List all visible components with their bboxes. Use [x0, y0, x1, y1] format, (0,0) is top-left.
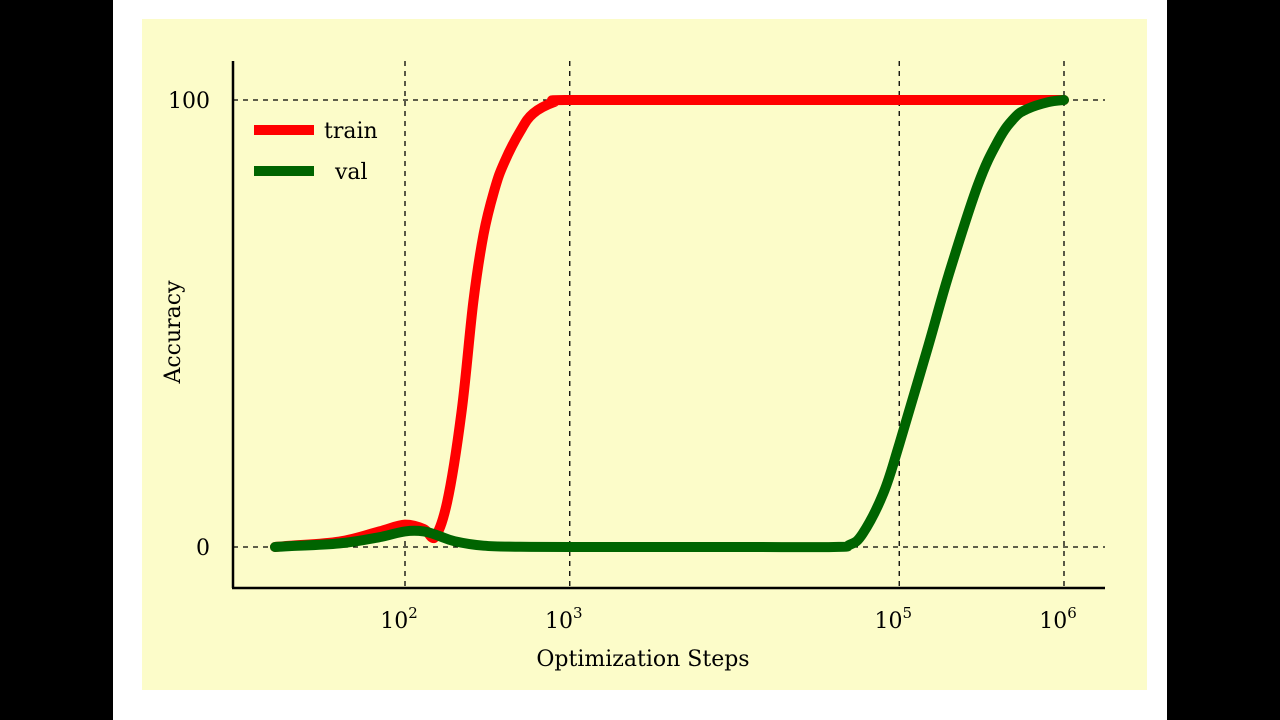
x-tick-label: 106	[1039, 604, 1077, 634]
x-tick-label: 102	[380, 604, 418, 634]
series-lines	[270, 94, 1069, 553]
y-axis-label: Accuracy	[161, 280, 186, 385]
legend-train-label: train	[324, 119, 378, 144]
grid-lines	[233, 61, 1105, 588]
x-tick-label: 105	[874, 604, 912, 634]
series-line-train	[270, 94, 1069, 552]
tick-labels: 102 103 105 106 0 100	[168, 89, 1077, 634]
x-tick-label: 103	[545, 604, 583, 634]
axes	[231, 61, 1105, 590]
y-tick-label: 0	[196, 536, 210, 561]
legend: train val	[254, 119, 378, 185]
legend-val-label: val	[334, 160, 368, 185]
y-tick-label: 100	[168, 89, 210, 114]
series-line-val	[270, 95, 1069, 553]
x-axis-label: Optimization Steps	[536, 647, 749, 672]
